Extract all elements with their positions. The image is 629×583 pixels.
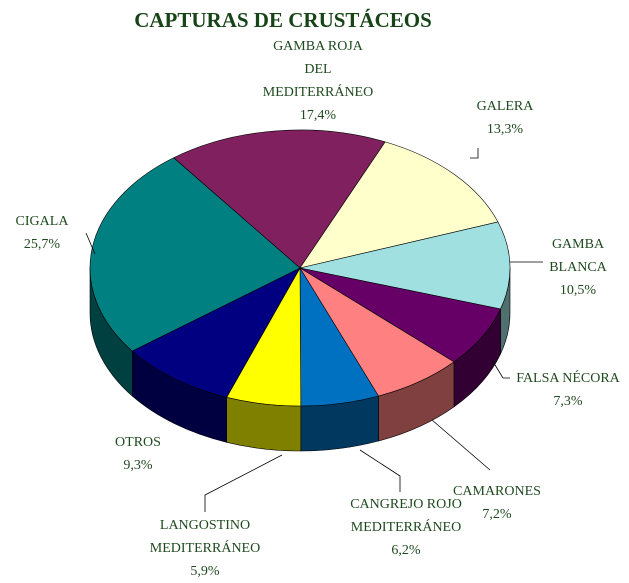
- slice-label: MEDITERRÁNEO: [263, 83, 373, 100]
- slice-label: FALSA NÉCORA: [516, 369, 620, 386]
- slice: [299, 141, 499, 269]
- value-label: 17,4%: [300, 108, 337, 123]
- value-label: 13,3%: [487, 122, 524, 137]
- leader-line: [470, 148, 479, 159]
- value-label: 6,2%: [391, 543, 421, 558]
- value-label: 10,5%: [560, 283, 597, 298]
- slice-label: CIGALA: [16, 214, 70, 229]
- chart-title: CAPTURAS DE CRUSTÁCEOS: [134, 8, 432, 32]
- slice-label: BLANCA: [549, 260, 607, 275]
- value-label: 25,7%: [24, 237, 61, 252]
- slice: [89, 157, 301, 352]
- leader-line: [204, 454, 283, 512]
- pie-sides: [89, 267, 511, 452]
- value-label: 7,3%: [553, 394, 583, 409]
- slice-label: GAMBA ROJA: [273, 39, 364, 54]
- slice-label: GALERA: [477, 99, 535, 114]
- slice-label: MEDITERRÁNEO: [150, 539, 260, 556]
- leader-line: [359, 449, 401, 492]
- slice-label: CAMARONES: [453, 484, 541, 499]
- value-label: 5,9%: [190, 564, 220, 578]
- pie-tops: [89, 129, 511, 407]
- slice-label: LANGOSTINO: [160, 518, 250, 533]
- leader-line: [431, 419, 491, 471]
- leader-line: [491, 359, 510, 379]
- value-label: 7,2%: [482, 507, 512, 522]
- slice-label: DEL: [304, 62, 331, 77]
- leader-line: [85, 232, 96, 255]
- slice-label: GAMBA: [552, 237, 605, 252]
- slice: [299, 221, 511, 310]
- slice-label: MEDITERRÁNEO: [351, 518, 461, 535]
- value-label: 9,3%: [123, 458, 153, 473]
- slice: [131, 267, 301, 398]
- slice: [173, 129, 386, 269]
- slice-label: OTROS: [115, 435, 161, 450]
- slice-label: CANGREJO ROJO: [350, 497, 462, 512]
